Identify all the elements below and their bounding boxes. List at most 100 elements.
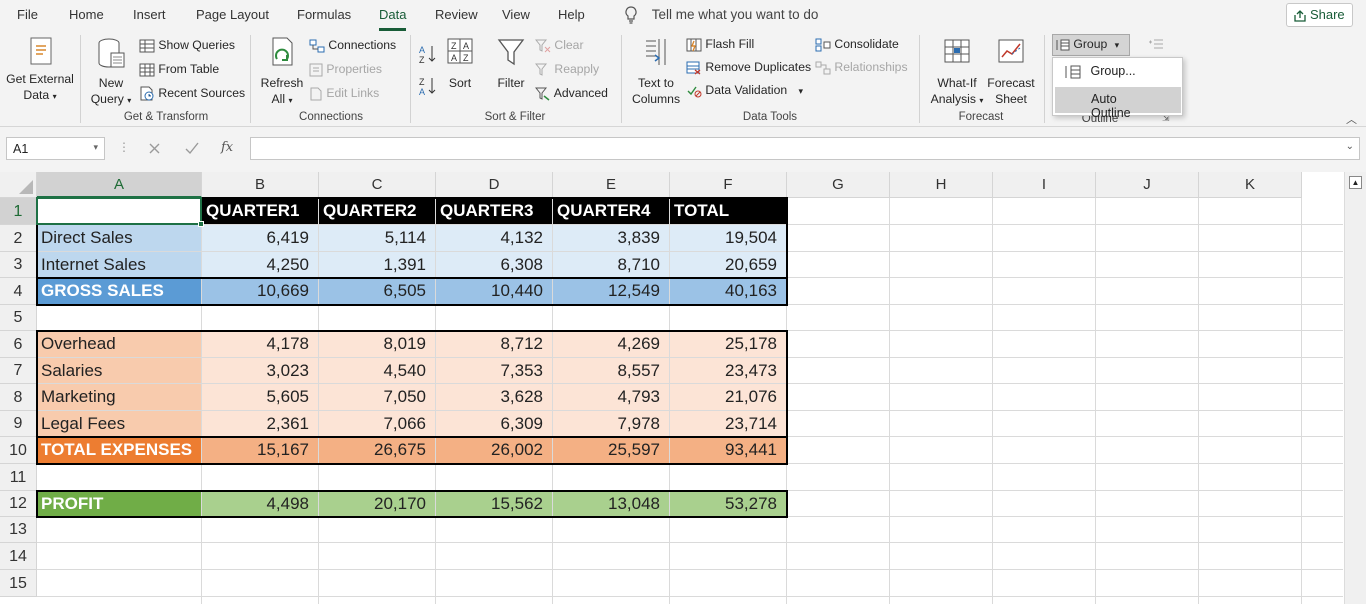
cell-d8[interactable]: 3,628 xyxy=(436,384,552,410)
active-cell-selection[interactable] xyxy=(36,197,202,225)
cell-c12[interactable]: 20,170 xyxy=(319,491,435,516)
column-header-f[interactable]: F xyxy=(670,172,787,198)
insert-function-icon[interactable]: fx xyxy=(221,140,234,155)
row-header-13[interactable]: 13 xyxy=(0,517,37,543)
cell-d6[interactable]: 8,712 xyxy=(436,331,552,357)
cell-b6[interactable]: 4,178 xyxy=(202,331,318,357)
tab-view[interactable]: View xyxy=(502,7,530,22)
row-header-14[interactable]: 14 xyxy=(0,543,37,570)
cell-f6[interactable]: 25,178 xyxy=(670,331,786,357)
cell-e4[interactable]: 12,549 xyxy=(553,278,669,304)
column-header-b[interactable]: B xyxy=(202,172,319,198)
row-header-4[interactable]: 4 xyxy=(0,278,37,305)
cell-b2[interactable]: 6,419 xyxy=(202,225,318,251)
what-if-analysis-button[interactable]: What-If Analysis ▾ xyxy=(927,35,987,109)
tab-help[interactable]: Help xyxy=(558,7,585,22)
column-header-j[interactable]: J xyxy=(1096,172,1199,198)
cell-a9[interactable]: Legal Fees xyxy=(37,411,201,436)
cell-e6[interactable]: 4,269 xyxy=(553,331,669,357)
cell-b4[interactable]: 10,669 xyxy=(202,278,318,304)
name-box[interactable]: A1 ▾ xyxy=(6,137,105,160)
row-header-2[interactable]: 2 xyxy=(0,225,37,252)
cell-f8[interactable]: 21,076 xyxy=(670,384,786,410)
cell-e3[interactable]: 8,710 xyxy=(553,252,669,277)
cell-b8[interactable]: 5,605 xyxy=(202,384,318,410)
cell-b10[interactable]: 15,167 xyxy=(202,437,318,463)
cell-d7[interactable]: 7,353 xyxy=(436,358,552,383)
column-header-d[interactable]: D xyxy=(436,172,553,198)
tab-formulas[interactable]: Formulas xyxy=(297,7,352,22)
cell-c6[interactable]: 8,019 xyxy=(319,331,435,357)
filter-button[interactable]: Filter xyxy=(492,35,530,91)
cell-c9[interactable]: 7,066 xyxy=(319,411,435,436)
connections-button[interactable]: Connections xyxy=(309,38,396,53)
edit-links-button[interactable]: Edit Links xyxy=(309,86,379,101)
cell-c7[interactable]: 4,540 xyxy=(319,358,435,383)
cell-e12[interactable]: 13,048 xyxy=(553,491,669,516)
column-header-e[interactable]: E xyxy=(553,172,670,198)
cell-f2[interactable]: 19,504 xyxy=(670,225,786,251)
cell-f12[interactable]: 53,278 xyxy=(670,491,786,516)
column-header-a[interactable]: A xyxy=(37,172,202,198)
cell-c1[interactable]: QUARTER2 xyxy=(319,198,435,224)
cell-a10[interactable]: TOTAL EXPENSES xyxy=(37,437,201,463)
cell-c8[interactable]: 7,050 xyxy=(319,384,435,410)
cell-c10[interactable]: 26,675 xyxy=(319,437,435,463)
cell-f10[interactable]: 93,441 xyxy=(670,437,786,463)
cell-f3[interactable]: 20,659 xyxy=(670,252,786,277)
clear-filter-button[interactable]: Clear xyxy=(535,38,584,53)
menu-item-group[interactable]: Group... xyxy=(1055,61,1180,85)
cell-d2[interactable]: 4,132 xyxy=(436,225,552,251)
vertical-scrollbar[interactable]: ▲ xyxy=(1344,172,1366,604)
data-validation-button[interactable]: Data Validation ▾ xyxy=(686,83,803,98)
cell-d12[interactable]: 15,562 xyxy=(436,491,552,516)
show-queries-button[interactable]: Show Queries xyxy=(139,38,235,53)
cell-a4[interactable]: GROSS SALES xyxy=(37,278,201,304)
group-button[interactable]: Group ▾ xyxy=(1052,34,1130,56)
row-header-15[interactable]: 15 xyxy=(0,570,37,597)
select-all-corner[interactable] xyxy=(0,172,37,198)
formula-input[interactable]: ⌄ xyxy=(250,137,1360,160)
row-header-9[interactable]: 9 xyxy=(0,411,37,437)
cell-b7[interactable]: 3,023 xyxy=(202,358,318,383)
outline-dialog-launcher[interactable]: ⇲ xyxy=(1162,113,1170,123)
tab-review[interactable]: Review xyxy=(435,7,478,22)
column-header-g[interactable]: G xyxy=(787,172,890,198)
cell-d1[interactable]: QUARTER3 xyxy=(436,198,552,224)
tab-file[interactable]: File xyxy=(17,7,38,22)
enter-check-icon[interactable] xyxy=(185,142,199,155)
refresh-all-button[interactable]: Refresh All ▾ xyxy=(258,35,306,109)
row-header-8[interactable]: 8 xyxy=(0,384,37,411)
cell-b1[interactable]: QUARTER1 xyxy=(202,198,318,224)
cell-a3[interactable]: Internet Sales xyxy=(37,252,201,277)
column-header-h[interactable]: H xyxy=(890,172,993,198)
cancel-icon[interactable] xyxy=(148,142,161,155)
cell-e8[interactable]: 4,793 xyxy=(553,384,669,410)
tab-data[interactable]: Data xyxy=(379,7,407,31)
cell-d4[interactable]: 10,440 xyxy=(436,278,552,304)
cell-e2[interactable]: 3,839 xyxy=(553,225,669,251)
row-header-11[interactable]: 11 xyxy=(0,464,37,491)
tab-page-layout[interactable]: Page Layout xyxy=(196,7,270,22)
tab-home[interactable]: Home xyxy=(69,7,104,22)
row-header-10[interactable]: 10 xyxy=(0,437,37,464)
ungroup-button[interactable] xyxy=(1148,36,1164,50)
remove-duplicates-button[interactable]: Remove Duplicates xyxy=(686,60,811,75)
row-header-3[interactable]: 3 xyxy=(0,252,37,278)
cell-b3[interactable]: 4,250 xyxy=(202,252,318,277)
get-external-data-button[interactable]: Get External Data ▾ xyxy=(4,35,76,105)
cell-f4[interactable]: 40,163 xyxy=(670,278,786,304)
cell-d10[interactable]: 26,002 xyxy=(436,437,552,463)
cell-a7[interactable]: Salaries xyxy=(37,358,201,383)
cell-a8[interactable]: Marketing xyxy=(37,384,201,410)
cell-a12[interactable]: PROFIT xyxy=(37,491,201,516)
scroll-up-arrow-icon[interactable]: ▲ xyxy=(1349,176,1362,189)
row-header-5[interactable]: 5 xyxy=(0,305,37,331)
row-header-7[interactable]: 7 xyxy=(0,358,37,384)
tab-insert[interactable]: Insert xyxy=(133,7,166,22)
share-button[interactable]: Share xyxy=(1286,3,1353,27)
relationships-button[interactable]: Relationships xyxy=(815,60,908,75)
